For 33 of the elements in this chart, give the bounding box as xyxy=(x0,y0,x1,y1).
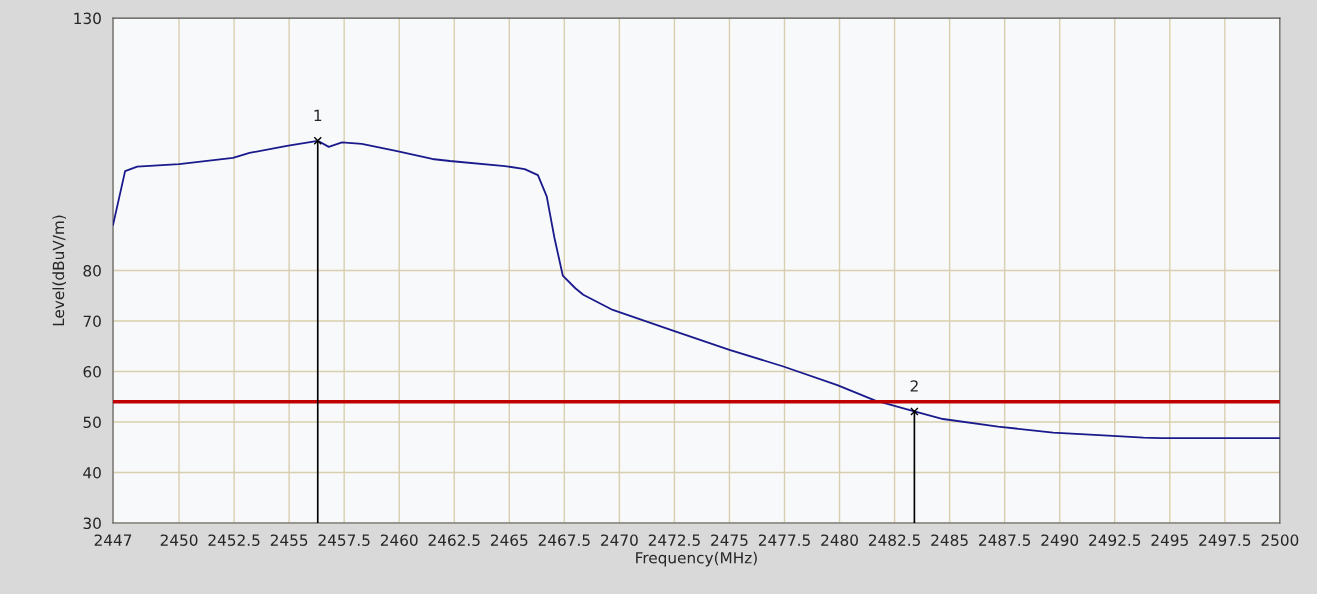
x-tick-label: 2472.5 xyxy=(648,534,700,546)
x-tick-label: 2475 xyxy=(711,534,748,546)
x-tick-label: 2465 xyxy=(490,534,528,546)
y-tick-label: 40 xyxy=(83,466,101,479)
x-tick-label: 2500 xyxy=(1261,534,1299,546)
x-tick-label: 2467.5 xyxy=(538,534,590,546)
x-tick-label: 2482.5 xyxy=(868,534,920,546)
y-tick-label: 50 xyxy=(83,416,101,429)
x-tick-label: 2460 xyxy=(380,534,418,546)
annotation: 2 xyxy=(910,380,918,392)
x-tick-label: 2477.5 xyxy=(758,534,810,546)
y-axis-title: Level(dBuV/m) xyxy=(52,215,67,326)
x-tick-label: 2485 xyxy=(931,534,968,546)
y-tick-label: 130 xyxy=(74,12,101,25)
annotation: 1 xyxy=(314,109,322,121)
x-tick-label: 2492.5 xyxy=(1089,534,1141,546)
x-tick-label: 2495 xyxy=(1151,534,1188,546)
x-axis-title: Frequency(MHz) xyxy=(636,551,757,567)
x-tick-label: 2457.5 xyxy=(318,534,370,546)
y-tick-label: 30 xyxy=(83,517,101,530)
x-tick-label: 2452.5 xyxy=(208,534,260,546)
x-tick-label: 2447 xyxy=(94,534,132,546)
y-tick-label: 70 xyxy=(83,315,101,328)
x-tick-label: 2470 xyxy=(601,534,638,546)
y-tick-label: 80 xyxy=(83,265,101,277)
x-tick-label: 2450 xyxy=(160,534,198,546)
x-tick-label: 2487.5 xyxy=(979,534,1031,546)
x-tick-label: 2490 xyxy=(1041,534,1079,546)
x-tick-label: 2462.5 xyxy=(428,534,480,546)
x-tick-label: 2480 xyxy=(821,534,858,546)
x-tick-label: 2455 xyxy=(270,534,308,546)
x-tick-label: 2497.5 xyxy=(1199,534,1251,546)
y-tick-label: 60 xyxy=(83,366,101,378)
